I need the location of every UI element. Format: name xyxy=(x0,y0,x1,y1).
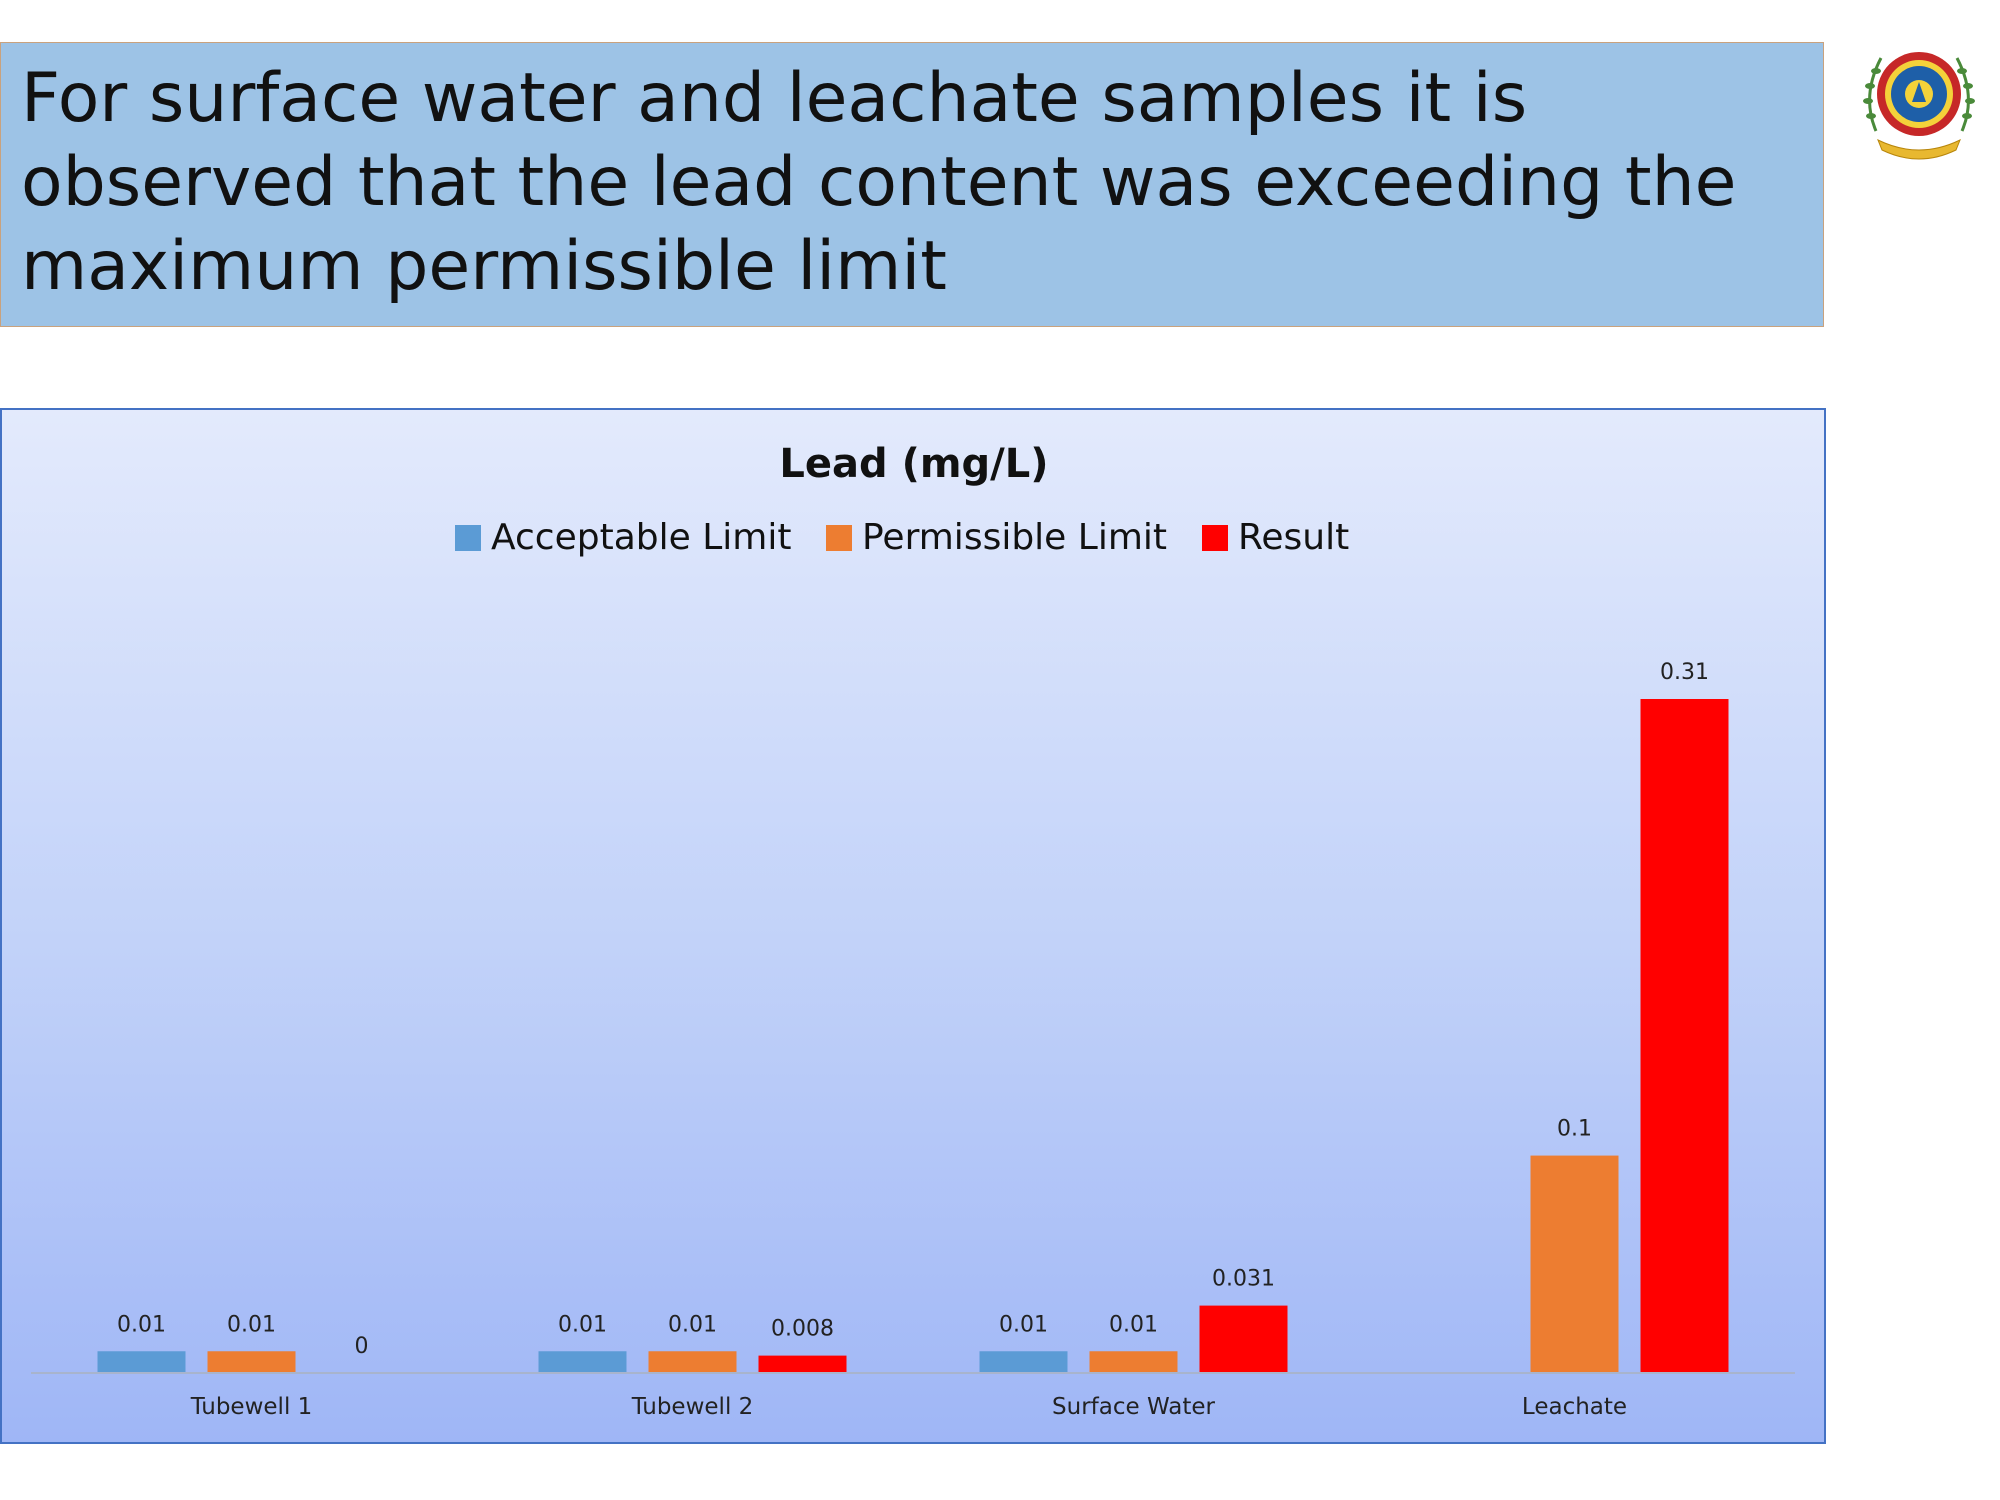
legend-swatch-result xyxy=(1202,525,1228,551)
data-label: 0.01 xyxy=(668,1312,717,1337)
legend-label: Acceptable Limit xyxy=(491,517,791,558)
bar-permissible-limit-surface-water xyxy=(1089,1351,1178,1373)
x-axis-tick-labels: Tubewell 1 Tubewell 2 Surface Water Leachat… xyxy=(190,1394,1627,1420)
x-tick-label: Tubewell 2 xyxy=(631,1394,754,1420)
legend-swatch-acceptable-limit xyxy=(455,525,481,551)
x-tick-label: Tubewell 1 xyxy=(190,1394,313,1420)
slide-headline: For surface water and leachate samples i… xyxy=(21,59,1737,306)
bar-permissible-limit-leachate xyxy=(1530,1155,1619,1373)
institution-seal-icon xyxy=(1863,52,1975,160)
legend-swatch-permissible-limit xyxy=(826,525,852,551)
x-tick-label: Surface Water xyxy=(1052,1394,1215,1420)
bar-acceptable-limit-tubewell-1 xyxy=(97,1351,186,1373)
x-tick-label: Leachate xyxy=(1522,1394,1627,1420)
bar-acceptable-limit-surface-water xyxy=(979,1351,1068,1373)
data-label: 0.01 xyxy=(558,1312,607,1337)
chart-legend: Acceptable Limit Permissible Limit Result xyxy=(455,517,1349,558)
data-label: 0.31 xyxy=(1660,660,1709,685)
bar-permissible-limit-tubewell-1 xyxy=(207,1351,296,1373)
data-label: 0.1 xyxy=(1557,1117,1592,1142)
data-label: 0.031 xyxy=(1212,1267,1275,1292)
data-label: 0.01 xyxy=(1109,1312,1158,1337)
headline-box: For surface water and leachate samples i… xyxy=(0,42,1824,327)
data-label: 0.01 xyxy=(999,1312,1048,1337)
bar-permissible-limit-tubewell-2 xyxy=(648,1351,737,1373)
bar-result-surface-water xyxy=(1199,1305,1288,1373)
data-label: 0 xyxy=(355,1334,369,1359)
legend-label: Result xyxy=(1238,517,1349,558)
chart-title: Lead (mg/L) xyxy=(779,441,1048,487)
data-label: 0.01 xyxy=(117,1312,166,1337)
data-label: 0.008 xyxy=(771,1317,834,1342)
lead-bar-chart: Lead (mg/L) Acceptable Limit Permissible … xyxy=(31,441,1795,1420)
bar-result-tubewell-2 xyxy=(758,1355,847,1373)
chart-panel: Lead (mg/L) Acceptable Limit Permissible … xyxy=(0,408,1826,1444)
data-label: 0.01 xyxy=(227,1312,276,1337)
data-labels: 0.01 0.01 0 0.01 0.01 0.008 0.01 0.01 0.031 0.1 0.… xyxy=(117,660,1709,1359)
chart-bars xyxy=(97,699,1729,1373)
bar-acceptable-limit-tubewell-2 xyxy=(538,1351,627,1373)
legend-label: Permissible Limit xyxy=(862,517,1167,558)
bar-result-leachate xyxy=(1640,699,1729,1373)
